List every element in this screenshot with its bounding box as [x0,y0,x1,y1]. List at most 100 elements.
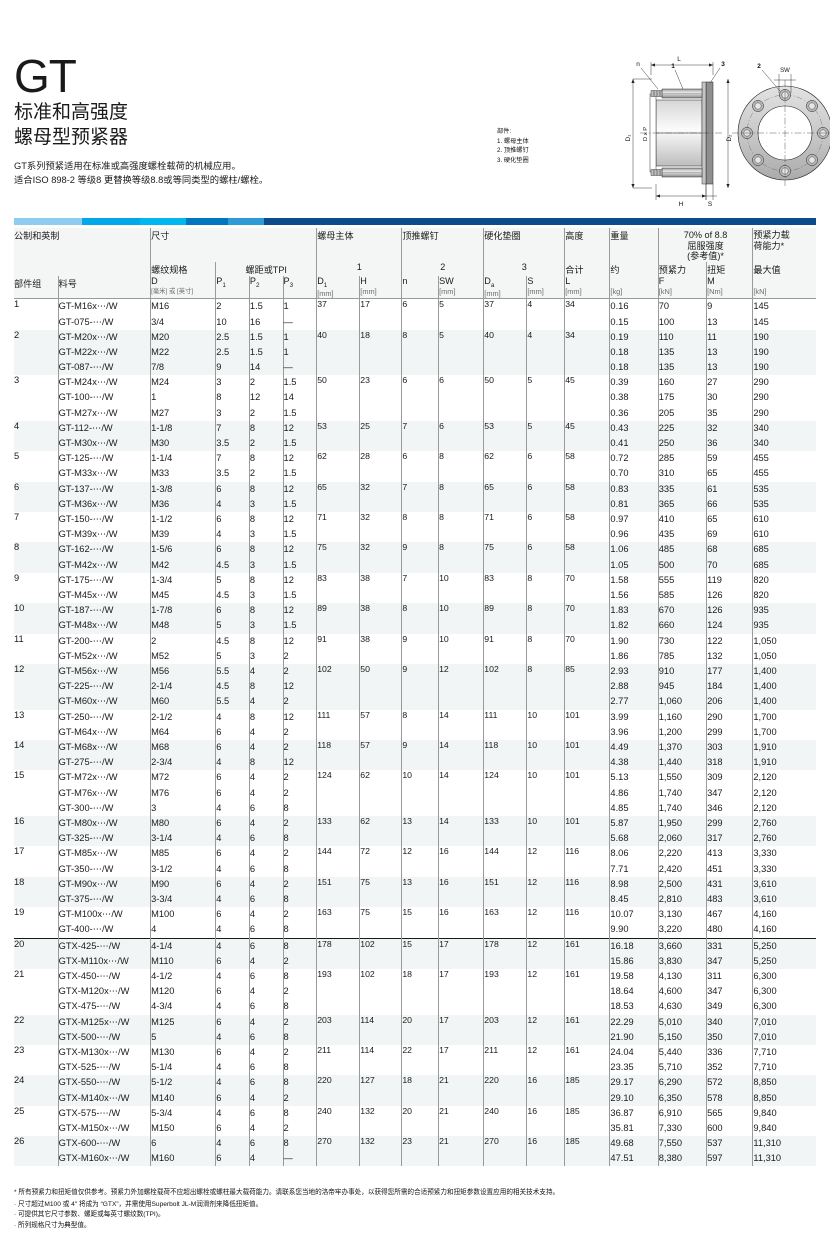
cell-torque: 126 124 [706,603,753,634]
cell-preload: 285 310 [657,451,707,482]
cell-weight: 0.16 0.15 [609,298,659,330]
cell-da: 178 [483,937,527,969]
cell-preload: 485 500 [657,542,707,573]
cell-thread-spec: 2 M52 [150,633,216,665]
cell-torque: 11 13 13 [706,329,753,376]
cell-part-numbers: GT-M72x⋯/W GT-M76x⋯/W GT-300-⋯/W [57,770,151,816]
cell-preload: 4,130 4,600 4,630 [657,968,707,1015]
cell-da: 91 [483,633,527,665]
cell-d1: 50 [316,375,360,421]
cell-part-numbers: GT-M20x⋯/W GT-M22x⋯/W GT-087-⋯/W [57,329,151,376]
cell-l: 161 [564,1044,610,1076]
table-row: 15 GT-M72x⋯/W GT-M76x⋯/W GT-300-⋯/W M72 M76 3 6… [14,770,816,816]
cell-max: 145 145 [752,298,816,330]
cell-p3: 1— [282,298,317,330]
cell-torque: 311 347 349 [706,968,753,1015]
cell-thread-spec: M100 4 [150,907,216,939]
cell-n: 13 [401,876,439,908]
cell-max: 7,010 7,010 [752,1014,816,1045]
bar-seg-6 [264,218,816,225]
cell-n: 9 [401,542,439,573]
cell-part-numbers: GT-M24x⋯/W GT-100-⋯/W GT-M27x⋯/W [57,375,151,421]
cell-thread-spec: M24 1 M27 [150,375,216,421]
cell-part-group: 2 [14,329,20,340]
cell-n: 15 [401,937,439,969]
cell-preload: 225 250 [657,420,707,452]
cell-n: 7 [401,572,439,604]
table-row: 9 GT-175-⋯/W GT-M45x⋯/W 1-3/4 M45 5 4.5 8 3 12 1.5… [14,572,816,604]
cell-max: 5,250 5,250 [752,937,816,969]
cell-h: 23 [359,375,402,421]
cell-max: 3,330 3,330 [752,846,816,877]
cell-p3: 8— [282,1136,317,1167]
sub-total: 合计 [564,261,610,276]
cell-p3: 12 2 [282,633,317,665]
cell-da: 220 [483,1075,527,1106]
cell-torque: 65 69 [706,512,753,543]
cell-da: 270 [483,1136,527,1167]
cell-torque: 68 70 [706,542,753,573]
cell-weight: 3.99 3.96 [609,709,659,740]
col-SW: SW [mm] [438,275,484,300]
legend-item-3: 3. 硬化垫圈 [497,156,529,164]
cell-l: 185 [564,1136,610,1167]
table-row: 7 GT-150-⋯/W GT-M39x⋯/W 1-1/2 M39 6 4 8 3 12 1.5 71… [14,512,816,543]
cell-part-group: 11 [14,633,24,644]
cell-part-numbers: GTX-M130x⋯/W GTX-525-⋯/W [57,1044,151,1076]
cell-l: 116 [564,876,610,908]
cell-h: 38 [359,603,402,634]
cell-max: 6,300 6,300 6,300 [752,968,816,1015]
cell-n: 8 [401,512,439,543]
cell-l: 161 [564,1014,610,1045]
unit-D1: [mm] [317,289,334,299]
svg-text:D₂: D₂ [726,134,733,142]
cell-p2: 1.5 16 [248,298,284,330]
cell-p2: 2 12 2 [248,375,284,421]
table-row: 11 GT-200-⋯/W GT-M52x⋯/W 2 M52 4.5 5 8 3 12 2 91 38 9… [14,633,816,665]
col-S: S [mm] [526,275,565,300]
cell-n: 18 [401,968,439,1015]
cell-weight: 1.58 1.56 [609,572,659,604]
cell-part-numbers: GT-M68x⋯/W GT-275-⋯/W [57,740,151,771]
cell-p1: 5.5 4.5 5.5 [215,664,250,710]
cell-part-group: 13 [14,709,25,720]
cell-d1: 178 [316,937,360,969]
page-header: GT 标准和高强度 螺母型预紧器 GT系列预紧适用在标准或高强度螺栓载荷的机械应… [14,52,454,187]
cell-d1: 65 [316,481,360,513]
cell-n: 23 [401,1136,439,1167]
cell-torque: 119 126 [706,572,753,604]
cell-da: 53 [483,420,527,452]
cell-thread-spec: M20 M22 7/8 [150,329,216,376]
cell-weight: 22.29 21.90 [609,1014,659,1045]
cell-l: 185 [564,1105,610,1137]
cell-n: 8 [401,329,439,376]
cell-s: 6 [526,481,565,513]
cell-max: 190 190 190 [752,329,816,376]
cell-d1: 40 [316,329,360,376]
cell-part-numbers: GT-M16x⋯/W GT-075-⋯/W [57,298,151,330]
cell-h: 127 [359,1075,402,1106]
cell-p1: 7 3.5 [215,420,250,452]
cell-l: 185 [564,1075,610,1106]
cell-s: 10 [526,740,565,771]
table-row: 8 GT-162-⋯/W GT-M42x⋯/W 1-5/6 M42 6 4.5 8 3 12 1.5… [14,542,816,573]
table-row: 16 GT-M80x⋯/W GT-325-⋯/W M80 3-1/4 6 4 4 6 2 8 133 6… [14,815,816,847]
cell-weight: 8.06 7.71 [609,846,659,877]
cell-preload: 3,130 3,220 [657,907,707,939]
page-title: GT [14,50,77,102]
cell-max: 4,160 4,160 [752,907,816,939]
cell-l: 70 [564,633,610,665]
cell-weight: 49.68 47.51 [609,1136,659,1167]
col-P3: P3 [282,275,317,300]
